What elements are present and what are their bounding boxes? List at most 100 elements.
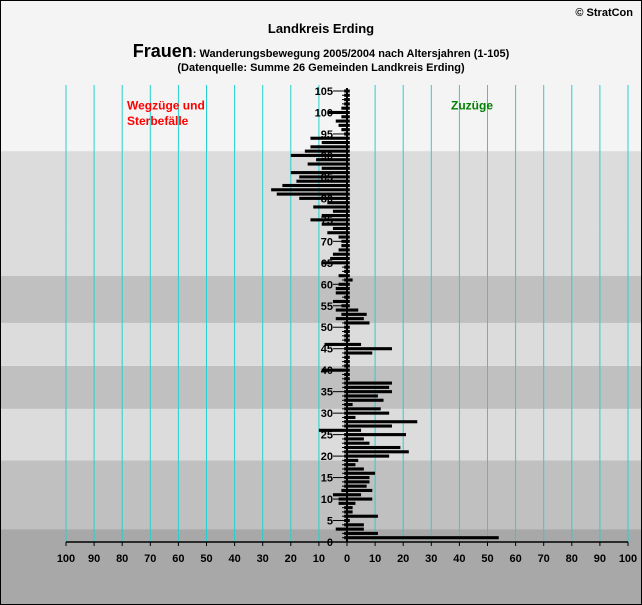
y-tick-label: 50 bbox=[321, 322, 333, 334]
bar-zuzuege bbox=[347, 287, 350, 291]
bar-zuzuege bbox=[347, 398, 384, 402]
bar-wegzuege bbox=[290, 171, 347, 175]
subtitle-main: Frauen bbox=[132, 41, 193, 61]
bar-zuzuege bbox=[347, 437, 364, 441]
x-tick-label: 30 bbox=[425, 553, 437, 565]
background-band bbox=[1, 529, 641, 604]
bar-zuzuege bbox=[347, 334, 350, 338]
background-band bbox=[1, 460, 641, 530]
bar-zuzuege bbox=[347, 183, 350, 188]
y-tick-label: 65 bbox=[321, 258, 333, 270]
bar-zuzuege bbox=[347, 411, 390, 415]
bar-zuzuege bbox=[347, 256, 350, 261]
right-series-label: Zuzüge bbox=[451, 98, 493, 112]
bar-wegzuege bbox=[310, 145, 347, 149]
y-tick-label: 20 bbox=[321, 451, 333, 463]
bar-zuzuege bbox=[347, 372, 350, 377]
bar-zuzuege bbox=[347, 501, 356, 505]
bar-wegzuege bbox=[290, 153, 347, 157]
bar-zuzuege bbox=[347, 454, 390, 458]
bar-wegzuege bbox=[327, 231, 347, 235]
bar-wegzuege bbox=[327, 201, 347, 205]
bar-zuzuege bbox=[347, 132, 350, 136]
bar-zuzuege bbox=[347, 153, 350, 157]
bar-zuzuege bbox=[347, 252, 350, 256]
bar-zuzuege bbox=[347, 261, 350, 265]
background-band bbox=[1, 365, 641, 409]
bar-zuzuege bbox=[347, 523, 364, 527]
bar-zuzuege bbox=[347, 488, 373, 493]
bar-zuzuege bbox=[347, 115, 350, 119]
x-tick-label: 50 bbox=[481, 553, 493, 565]
bar-zuzuege bbox=[347, 226, 350, 230]
bar-zuzuege bbox=[347, 428, 362, 432]
data-source-note: (Datenquelle: Summe 26 Gemeinden Landkre… bbox=[177, 62, 465, 74]
bar-wegzuege bbox=[271, 188, 347, 192]
y-tick-label: 60 bbox=[321, 279, 333, 291]
bar-wegzuege bbox=[299, 196, 347, 200]
chart-title: Landkreis Erding bbox=[267, 21, 375, 36]
bar-zuzuege bbox=[347, 536, 499, 540]
bar-zuzuege bbox=[347, 192, 350, 196]
bar-zuzuege bbox=[347, 467, 364, 471]
bar-zuzuege bbox=[347, 403, 353, 407]
bar-wegzuege bbox=[304, 149, 347, 153]
y-tick-label: 35 bbox=[321, 387, 333, 399]
x-tick-label: 50 bbox=[200, 553, 212, 565]
bar-zuzuege bbox=[347, 291, 350, 295]
bar-zuzuege bbox=[347, 407, 381, 411]
bar-wegzuege bbox=[335, 291, 347, 295]
bar-zuzuege bbox=[347, 364, 350, 368]
bar-zuzuege bbox=[347, 295, 350, 299]
bar-zuzuege bbox=[347, 162, 350, 166]
y-tick-label: 90 bbox=[321, 150, 333, 162]
x-tick-label: 70 bbox=[144, 553, 156, 565]
bar-zuzuege bbox=[347, 450, 409, 454]
bar-zuzuege bbox=[347, 89, 350, 93]
bar-zuzuege bbox=[347, 205, 350, 209]
bar-zuzuege bbox=[347, 351, 373, 355]
bar-wegzuege bbox=[335, 287, 347, 291]
bar-zuzuege bbox=[347, 312, 367, 316]
bar-zuzuege bbox=[347, 235, 350, 239]
bar-zuzuege bbox=[347, 355, 350, 359]
bar-zuzuege bbox=[347, 201, 350, 205]
bar-zuzuege bbox=[347, 304, 350, 308]
bar-zuzuege bbox=[347, 458, 359, 462]
bar-wegzuege bbox=[330, 256, 347, 261]
bar-wegzuege bbox=[318, 428, 347, 432]
bar-zuzuege bbox=[347, 390, 392, 394]
bar-wegzuege bbox=[332, 493, 347, 497]
y-tick-label: 5 bbox=[327, 516, 333, 528]
bar-zuzuege bbox=[347, 93, 350, 97]
background-band bbox=[1, 275, 641, 323]
y-tick-label: 105 bbox=[315, 86, 333, 98]
bar-zuzuege bbox=[347, 476, 370, 480]
y-tick-label: 80 bbox=[321, 193, 333, 205]
bar-zuzuege bbox=[347, 274, 350, 278]
bar-wegzuege bbox=[332, 209, 347, 213]
axes bbox=[65, 88, 629, 546]
tick-labels: 0 5 10 15 20 25 30 35 40 45 50 55 60 65 70 75 80 85 90 95 10… bbox=[57, 86, 637, 565]
left-series-label-line1: Wegzüge und bbox=[127, 98, 205, 112]
y-tick-label: 40 bbox=[321, 365, 333, 377]
bar-zuzuege bbox=[347, 179, 350, 183]
bar-wegzuege bbox=[276, 192, 347, 196]
bar-zuzuege bbox=[347, 510, 353, 514]
bar-zuzuege bbox=[347, 317, 364, 321]
y-tick-label: 100 bbox=[315, 107, 333, 119]
bar-zuzuege bbox=[347, 166, 350, 170]
x-tick-label: 60 bbox=[509, 553, 521, 565]
bar-zuzuege bbox=[347, 338, 350, 342]
bar-zuzuege bbox=[347, 377, 350, 381]
bar-zuzuege bbox=[347, 463, 356, 467]
y-tick-label: 95 bbox=[321, 129, 333, 141]
bar-zuzuege bbox=[347, 158, 350, 162]
bar-zuzuege bbox=[347, 506, 353, 510]
y-tick-label: 55 bbox=[321, 301, 333, 313]
bar-zuzuege bbox=[347, 514, 378, 518]
bar-wegzuege bbox=[313, 205, 347, 209]
y-tick-label: 75 bbox=[321, 215, 333, 227]
bar-zuzuege bbox=[347, 106, 350, 110]
